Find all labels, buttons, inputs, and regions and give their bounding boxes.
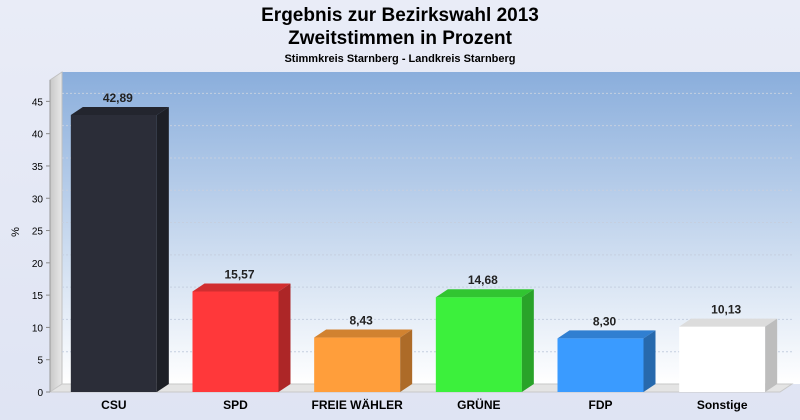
chart-title-line2: Zweitstimmen in Prozent xyxy=(288,28,512,49)
bar-front xyxy=(314,337,401,392)
y-tick-label: 5 xyxy=(37,356,43,367)
data-label: 14,68 xyxy=(468,273,498,287)
y-tick-label: 15 xyxy=(32,291,44,302)
bars: 42,89 15,57 8,43 14,68 8,30 10,13 xyxy=(70,91,778,393)
bar-front xyxy=(435,297,522,392)
x-tick-label: Sonstige xyxy=(697,398,748,412)
chart-title: Ergebnis zur Bezirkswahl 2013 xyxy=(261,5,539,26)
bar-side xyxy=(400,329,413,392)
x-tick-label: FDP xyxy=(589,398,613,412)
bar-top xyxy=(435,289,534,298)
bar-front xyxy=(70,115,157,393)
bar-side xyxy=(156,107,169,393)
data-label: 10,13 xyxy=(711,303,741,317)
bar-top xyxy=(192,283,291,292)
bar-side xyxy=(521,289,534,392)
bar-fdp: 8,30 xyxy=(557,314,656,392)
plot-side-wall xyxy=(49,71,63,393)
bar-top xyxy=(314,329,413,338)
bar-sonstige: 10,13 xyxy=(679,303,778,392)
bar-front xyxy=(192,291,279,392)
bar-top xyxy=(70,107,169,116)
y-tick-label: 45 xyxy=(32,97,44,108)
bar-front xyxy=(679,326,766,392)
bar-side xyxy=(643,330,656,392)
data-label: 42,89 xyxy=(103,91,133,105)
y-tick-label: 35 xyxy=(32,162,44,173)
data-label: 8,30 xyxy=(593,314,617,328)
data-label: 15,57 xyxy=(224,267,254,281)
plot-back-wall xyxy=(62,72,800,384)
y-axis: 0 5 10 15 20 25 30 35 40 45 xyxy=(32,80,792,399)
x-tick-label: GRÜNE xyxy=(457,397,500,412)
chart-title-block: Ergebnis zur Bezirkswahl 2013 Zweitstimm… xyxy=(0,4,800,65)
data-label: 8,43 xyxy=(349,314,373,328)
y-tick-label: 30 xyxy=(32,194,44,205)
bar-spd: 15,57 xyxy=(192,267,291,392)
bar-front xyxy=(557,338,644,392)
x-tick-label: CSU xyxy=(101,398,126,412)
y-tick-label: 20 xyxy=(32,259,44,270)
bar-side xyxy=(765,318,778,392)
chart-subtitle: Stimmkreis Starnberg - Landkreis Starnbe… xyxy=(284,53,516,65)
bar-freie-wähler: 8,43 xyxy=(314,314,413,392)
bar-side xyxy=(278,283,291,392)
y-tick-label: 0 xyxy=(37,388,43,399)
x-tick-label: SPD xyxy=(223,398,248,412)
y-tick-label: 40 xyxy=(32,130,44,141)
bar-top xyxy=(679,318,778,327)
bar-top xyxy=(557,330,656,339)
y-tick-label: 25 xyxy=(32,227,44,238)
x-axis: CSU SPD FREIE WÄHLER GRÜNE FDP Sonstige xyxy=(101,397,748,412)
y-tick-label: 10 xyxy=(32,323,44,334)
bar-csu: 42,89 xyxy=(70,91,169,393)
bar-grüne: 14,68 xyxy=(435,273,534,392)
x-tick-label: FREIE WÄHLER xyxy=(311,397,403,412)
